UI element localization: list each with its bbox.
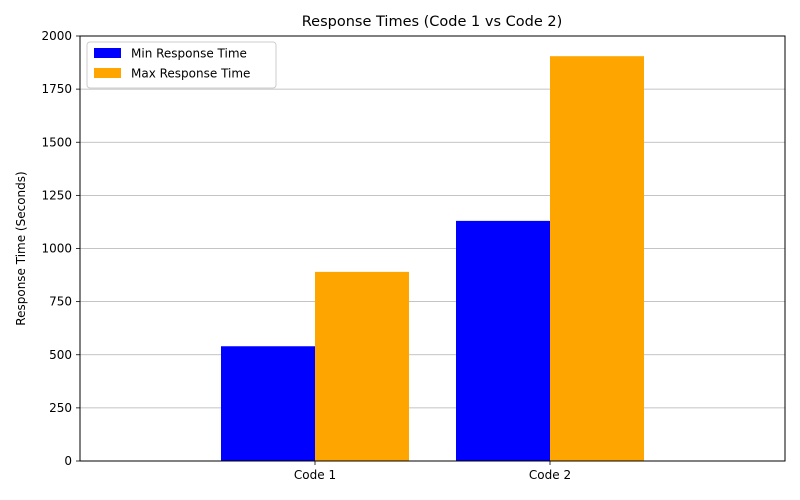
y-tick-label: 250 xyxy=(49,401,72,415)
legend-label: Max Response Time xyxy=(131,67,250,81)
y-axis: 0 250 500 750 1000 1250 1500 1750 2000 xyxy=(41,29,80,468)
bar-max-1 xyxy=(315,271,409,461)
y-tick-label: 750 xyxy=(49,295,72,309)
x-tick-label: Code 1 xyxy=(294,468,336,482)
y-tick-label: 1000 xyxy=(41,242,72,256)
x-tick-label: Code 2 xyxy=(529,468,571,482)
bar-min-1 xyxy=(221,346,315,461)
y-tick-label: 1250 xyxy=(41,188,72,202)
y-tick-label: 1750 xyxy=(41,82,72,96)
legend-label: Min Response Time xyxy=(131,47,247,61)
y-tick-label: 1500 xyxy=(41,135,72,149)
legend: Min Response Time Max Response Time xyxy=(86,41,277,89)
y-tick-label: 0 xyxy=(64,454,72,468)
y-axis-label: Response Time (Seconds) xyxy=(14,171,28,325)
bar-min-2 xyxy=(456,220,550,461)
legend-swatch xyxy=(94,48,121,58)
y-grid-lines xyxy=(80,88,785,409)
y-tick-label: 500 xyxy=(49,348,72,362)
legend-box xyxy=(86,41,277,89)
legend-swatch xyxy=(94,68,121,78)
bar-max-2 xyxy=(550,56,644,461)
x-axis: Code 1 Code 2 xyxy=(294,461,571,482)
chart-title: Response Times (Code 1 vs Code 2) xyxy=(302,14,562,30)
y-tick-label: 2000 xyxy=(41,29,72,43)
bars xyxy=(221,56,644,461)
